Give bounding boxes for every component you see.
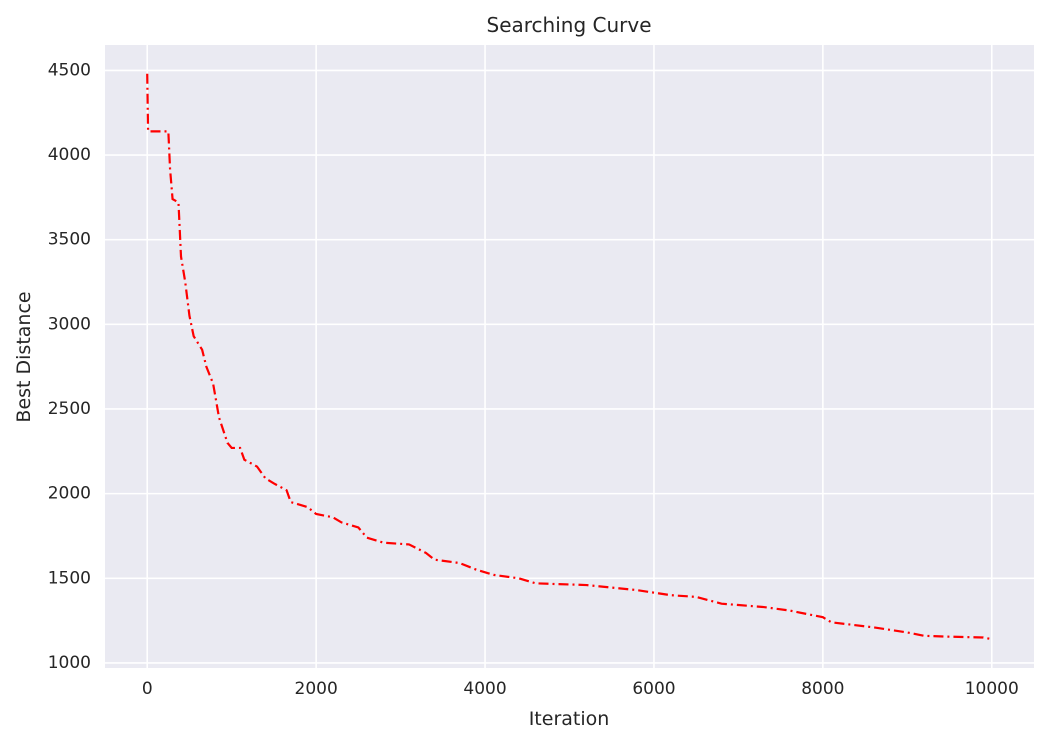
x-axis-label: Iteration (529, 708, 610, 730)
y-tick-label: 3500 (48, 230, 91, 250)
y-tick-label: 4500 (48, 60, 91, 80)
chart-title: Searching Curve (487, 13, 652, 37)
y-tick-label: 3000 (48, 314, 91, 334)
x-tick-label: 4000 (463, 679, 506, 699)
y-axis-label: Best Distance (13, 291, 35, 422)
y-tick-label: 2000 (48, 484, 91, 504)
x-tick-label: 8000 (801, 679, 844, 699)
y-tick-label: 1000 (48, 653, 91, 673)
data-line (146, 73, 992, 641)
y-tick-label: 2500 (48, 399, 91, 419)
x-tick-label: 2000 (295, 679, 338, 699)
x-tick-label: 10000 (965, 679, 1019, 699)
plot-area (105, 45, 1034, 668)
x-tick-label: 0 (142, 679, 153, 699)
y-tick-label: 1500 (48, 568, 91, 588)
y-tick-label: 4000 (48, 145, 91, 165)
x-tick-label: 6000 (632, 679, 675, 699)
